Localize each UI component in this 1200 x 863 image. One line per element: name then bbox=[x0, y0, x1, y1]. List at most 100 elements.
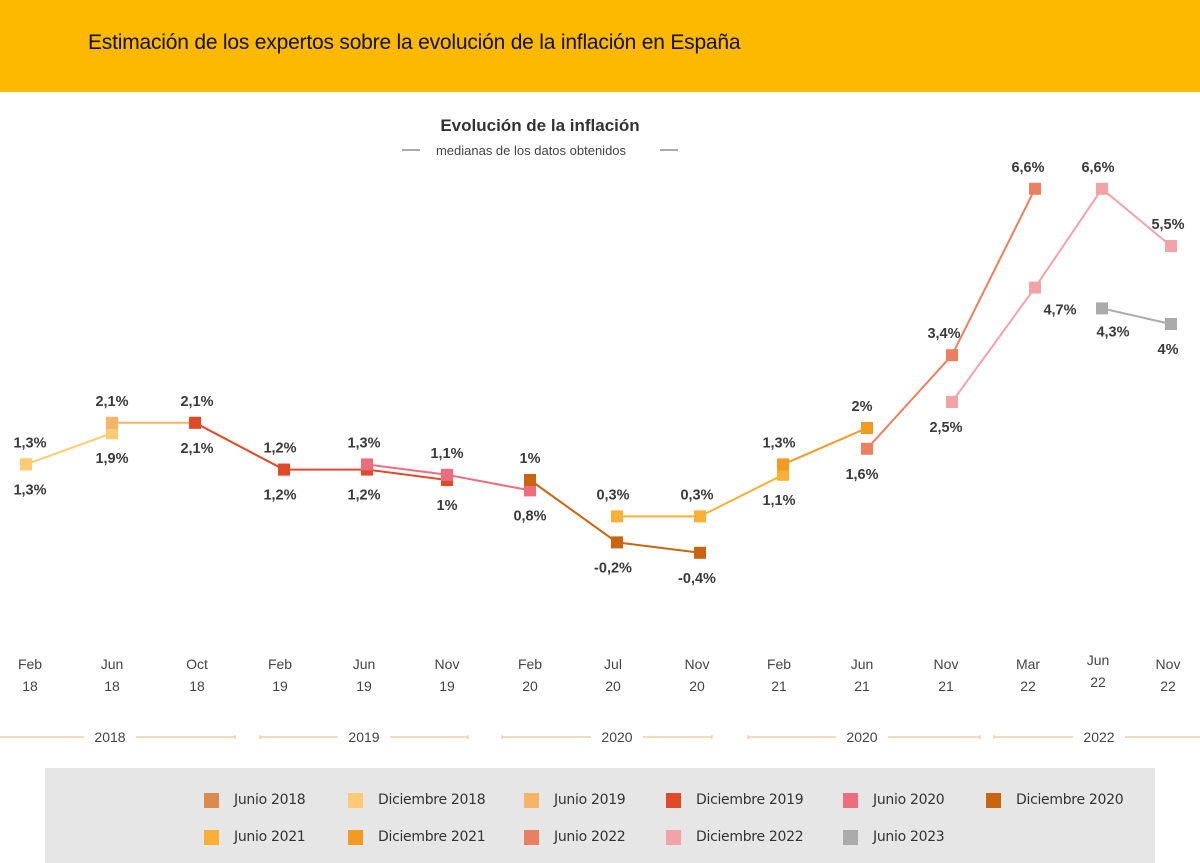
data-point-diciembre-2020 bbox=[694, 546, 706, 559]
data-point-diciembre-2020 bbox=[611, 536, 623, 549]
legend-swatch bbox=[666, 792, 681, 808]
data-label: 4% bbox=[1158, 342, 1179, 358]
data-point-diciembre-2022 bbox=[946, 396, 958, 408]
data-label: 1% bbox=[520, 451, 541, 467]
data-label: 1% bbox=[437, 498, 458, 514]
legend-label: Junio 2019 bbox=[554, 792, 626, 808]
x-tick-year: 20 bbox=[689, 678, 705, 694]
year-group-label: 2018 bbox=[94, 729, 125, 745]
legend-item-junio-2019: Junio 2019 bbox=[524, 791, 626, 809]
data-point-diciembre-2021 bbox=[861, 422, 873, 434]
x-tick-year: 21 bbox=[854, 678, 870, 694]
x-tick-month: Feb bbox=[518, 656, 542, 672]
legend-item-diciembre-2022: Diciembre 2022 bbox=[666, 828, 804, 846]
data-point-diciembre-2022 bbox=[1096, 182, 1108, 195]
x-tick-year: 18 bbox=[189, 678, 205, 694]
legend-label: Junio 2021 bbox=[234, 829, 306, 845]
legend-item-junio-2018: Junio 2018 bbox=[204, 791, 306, 809]
legend-label: Diciembre 2022 bbox=[696, 829, 804, 845]
year-group-label: 2020 bbox=[601, 729, 632, 745]
series-line-junio-2022 bbox=[866, 188, 1036, 450]
x-tick-month: Jun bbox=[851, 656, 874, 672]
data-label: 2% bbox=[852, 399, 873, 415]
x-tick-year: 20 bbox=[605, 678, 621, 694]
data-label: 6,6% bbox=[1081, 160, 1114, 176]
data-label: 2,1% bbox=[180, 441, 213, 457]
data-label: 0,8% bbox=[513, 508, 546, 524]
data-point-diciembre-2019 bbox=[189, 416, 201, 429]
legend-swatch bbox=[666, 829, 681, 845]
data-label: 4,3% bbox=[1096, 324, 1129, 340]
x-tick-month: Jun bbox=[353, 656, 376, 672]
x-tick-month: Feb bbox=[18, 656, 42, 672]
header-banner: Estimación de los expertos sobre la evol… bbox=[0, 0, 1200, 92]
chart-title: Evolución de la inflación bbox=[440, 116, 639, 135]
data-label: 2,1% bbox=[180, 394, 213, 410]
legend-label: Diciembre 2019 bbox=[696, 792, 804, 808]
x-tick-year: 21 bbox=[938, 678, 954, 694]
x-tick-month: Feb bbox=[268, 656, 292, 672]
data-point-diciembre-2022 bbox=[1029, 281, 1041, 294]
legend-label: Junio 2018 bbox=[234, 792, 306, 808]
x-tick-year: 21 bbox=[771, 678, 787, 694]
series-line-diciembre-2022 bbox=[951, 187, 1172, 403]
legend-label: Diciembre 2021 bbox=[378, 829, 486, 845]
x-tick-month: Oct bbox=[186, 656, 208, 672]
legend-label: Junio 2022 bbox=[554, 829, 626, 845]
data-label: 6,6% bbox=[1011, 160, 1044, 176]
legend-swatch bbox=[843, 829, 858, 845]
legend-swatch bbox=[986, 792, 1001, 808]
year-group-label: 2022 bbox=[1083, 729, 1114, 745]
data-label: -0,4% bbox=[678, 571, 716, 587]
data-point-junio-2023 bbox=[1096, 302, 1108, 315]
legend-label: Diciembre 2018 bbox=[378, 792, 486, 808]
series-line-diciembre-2018 bbox=[25, 432, 113, 466]
data-point-diciembre-2022 bbox=[1165, 240, 1177, 252]
x-tick-month: Nov bbox=[685, 656, 710, 672]
legend-label: Diciembre 2020 bbox=[1016, 792, 1124, 808]
data-point-diciembre-2020 bbox=[524, 474, 536, 486]
legend-label: Junio 2020 bbox=[873, 792, 945, 808]
data-label: 1,3% bbox=[13, 482, 46, 498]
data-label: 4,7% bbox=[1043, 303, 1076, 319]
data-label: 1,2% bbox=[347, 488, 380, 504]
x-tick-month: Jul bbox=[604, 656, 622, 672]
x-tick-month: Nov bbox=[934, 656, 959, 672]
year-axis: 2018 2019 2020 2020 2022 bbox=[0, 729, 1200, 745]
data-point-junio-2022 bbox=[946, 349, 958, 362]
data-point-junio-2021 bbox=[777, 468, 789, 481]
series-line-diciembre-2019 bbox=[194, 421, 448, 481]
x-tick-year: 19 bbox=[356, 678, 372, 694]
legend-swatch bbox=[348, 829, 363, 845]
data-point-junio-2021 bbox=[694, 510, 706, 523]
legend-swatch bbox=[204, 792, 219, 808]
x-tick-month: Nov bbox=[435, 656, 460, 672]
legend-item-diciembre-2019: Diciembre 2019 bbox=[666, 791, 804, 809]
year-group-label: 2020 bbox=[846, 729, 877, 745]
chart-subtitle: medianas de los datos obtenidos bbox=[436, 143, 627, 158]
data-point-junio-2021 bbox=[611, 510, 623, 523]
series-line-diciembre-2021 bbox=[782, 427, 868, 466]
data-point-junio-2023 bbox=[1165, 318, 1177, 330]
data-label: 1,3% bbox=[13, 435, 46, 451]
data-label: 1,9% bbox=[95, 451, 128, 467]
series-markers bbox=[20, 182, 1177, 559]
data-labels: 1,3% 1,3% 1,9% 2,1% 2,1% 1,2% 2,1% 1,2% 1,2% 1% 1,… bbox=[13, 160, 1184, 587]
data-label: 2,5% bbox=[929, 420, 962, 436]
x-tick-month: Mar bbox=[1016, 656, 1040, 672]
legend-swatch bbox=[348, 792, 363, 808]
x-tick-year: 18 bbox=[104, 678, 120, 694]
page-title: Estimación de los expertos sobre la evol… bbox=[88, 31, 741, 54]
data-label: 1,2% bbox=[263, 488, 296, 504]
data-label: 0,3% bbox=[680, 487, 713, 503]
x-tick-year: 19 bbox=[439, 678, 455, 694]
x-tick-year: 20 bbox=[522, 678, 538, 694]
legend-item-diciembre-2018: Diciembre 2018 bbox=[348, 791, 486, 809]
legend-swatch bbox=[843, 792, 858, 808]
legend-item-junio-2021: Junio 2021 bbox=[204, 828, 306, 846]
legend-item-diciembre-2020: Diciembre 2020 bbox=[986, 791, 1124, 809]
data-point-diciembre-2019 bbox=[278, 463, 290, 476]
data-label: 1,2% bbox=[263, 441, 296, 457]
legend-item-junio-2020: Junio 2020 bbox=[843, 791, 945, 809]
data-point-junio-2022 bbox=[861, 442, 873, 455]
